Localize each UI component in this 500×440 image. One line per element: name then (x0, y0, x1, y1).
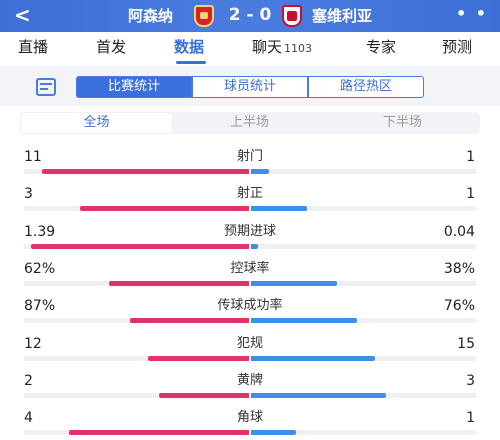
home-stat-value: 12 (24, 335, 42, 352)
home-stat-bar (159, 392, 249, 398)
away-stat-value: 1 (466, 186, 475, 203)
match-score: 2 - 0 (228, 5, 272, 25)
away-bar-track (251, 430, 476, 436)
home-stat-value: 3 (24, 186, 33, 203)
segment-player-stats[interactable]: 球员统计 (192, 76, 308, 98)
home-stat-bar (69, 430, 249, 436)
away-stat-value: 38% (443, 260, 475, 277)
stat-label: 角球 (236, 410, 263, 426)
segment-heatmap[interactable]: 路径热区 (308, 76, 424, 98)
home-stat-value: 2 (24, 372, 33, 389)
stat-row: 62% 控球率 38% (0, 261, 500, 298)
away-bar-track (251, 206, 476, 212)
stats-board-icon[interactable] (36, 78, 56, 96)
tab-live[interactable]: 直播 (18, 38, 49, 56)
home-stat-value: 1.39 (24, 223, 56, 240)
tab-prediction[interactable]: 预测 (442, 38, 473, 56)
home-stat-bar (109, 280, 249, 286)
away-bar-track (251, 243, 476, 249)
tab-experts[interactable]: 专家 (366, 38, 397, 56)
away-stat-bar (251, 318, 357, 324)
match-tabs: 直播 首发 数据 聊天 1103 专家 预测 (0, 32, 500, 66)
stat-label: 控球率 (230, 260, 270, 276)
home-stat-value: 62% (24, 260, 56, 277)
tab-chat[interactable]: 聊天 1103 (252, 36, 312, 60)
segment-match-stats[interactable]: 比赛统计 (76, 76, 192, 98)
home-team-crest-icon (194, 5, 214, 27)
home-stat-value: 4 (24, 410, 33, 427)
stat-row: 12 犯规 15 (0, 336, 500, 373)
stat-label: 犯规 (236, 335, 263, 351)
stat-row: 1.39 预期进球 0.04 (0, 224, 500, 261)
away-team-name: 塞维利亚 (312, 7, 373, 25)
stat-row: 11 射门 1 (0, 149, 500, 186)
stat-label: 黄牌 (236, 372, 263, 388)
tab-chat-label: 聊天 (252, 38, 283, 56)
tab-lineup[interactable]: 首发 (96, 38, 127, 56)
home-team-name: 阿森纳 (128, 7, 174, 25)
home-bar-track (24, 392, 249, 398)
period-switcher: 全场 上半场 下半场 (20, 112, 480, 134)
away-stat-bar (251, 206, 307, 212)
home-stat-bar (42, 169, 249, 174)
home-stat-bar (130, 318, 249, 324)
home-stat-bar (148, 355, 249, 361)
stat-row: 87% 传球成功率 76% (0, 298, 500, 335)
away-stat-value: 15 (457, 335, 475, 352)
home-stat-value: 11 (24, 149, 42, 165)
away-stat-bar (251, 243, 258, 249)
away-stat-value: 0.04 (443, 223, 475, 240)
away-stat-value: 3 (466, 372, 475, 389)
stat-label: 预期进球 (223, 223, 276, 239)
away-stat-value: 1 (466, 410, 475, 427)
home-stat-bar (31, 243, 249, 249)
period-full-match[interactable]: 全场 (20, 112, 173, 134)
away-stat-bar (251, 280, 337, 286)
away-stat-value: 76% (443, 298, 475, 315)
away-stat-value: 1 (466, 149, 475, 165)
home-stat-value: 87% (24, 298, 56, 315)
stat-label: 射正 (236, 186, 263, 202)
stat-row: 4 角球 1 (0, 410, 500, 440)
away-stat-bar (251, 355, 375, 361)
home-stat-bar (80, 206, 249, 212)
stat-label: 射门 (236, 149, 263, 164)
away-bar-track (251, 318, 476, 324)
away-stat-bar (251, 169, 269, 174)
away-bar-track (251, 169, 476, 174)
match-header: < 阿森纳 2 - 0 塞维利亚 • • • (0, 0, 500, 45)
stat-row: 2 黄牌 3 (0, 373, 500, 410)
stat-row: 3 射正 1 (0, 186, 500, 223)
tab-stats[interactable]: 数据 (174, 38, 205, 56)
away-stat-bar (251, 430, 296, 436)
back-chevron-icon[interactable]: < (14, 3, 31, 27)
period-first-half[interactable]: 上半场 (229, 115, 269, 130)
away-bar-track (251, 280, 476, 286)
active-tab-indicator (176, 61, 206, 64)
home-bar-track (24, 355, 249, 361)
away-team-crest-icon (282, 5, 302, 27)
period-second-half[interactable]: 下半场 (382, 115, 422, 130)
stat-label: 传球成功率 (217, 298, 283, 314)
away-stat-bar (251, 392, 386, 398)
chat-count-badge: 1103 (284, 42, 313, 55)
